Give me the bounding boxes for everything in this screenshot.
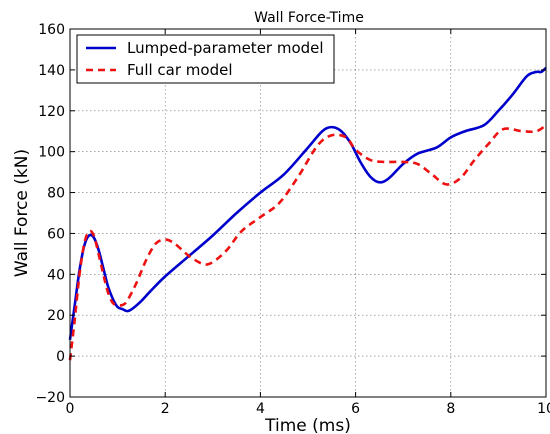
y-tick-label: 80 [47, 186, 65, 202]
x-tick-label: 2 [161, 401, 170, 417]
y-tick-label: 140 [38, 63, 65, 79]
plot-frame [69, 28, 547, 398]
y-axis-title: Wall Force (kN) [12, 149, 32, 277]
legend-label-full-car: Full car model [127, 61, 233, 79]
y-tick-label: 0 [56, 349, 65, 365]
series-line-full-car [68, 123, 547, 361]
y-tick-label: 60 [47, 226, 65, 242]
y-tick-label: 20 [47, 308, 65, 324]
legend-frame [76, 34, 335, 84]
chart-title: Wall Force-Time [254, 10, 364, 26]
x-tick-label: 10 [537, 401, 550, 417]
y-tick-label: 40 [47, 267, 65, 283]
x-tick-label: 4 [256, 401, 265, 417]
series-line-lumped [68, 66, 547, 340]
grid-lines [70, 29, 546, 397]
series-lines [68, 66, 547, 361]
x-tick-label: 0 [66, 401, 75, 417]
x-tick-label: 6 [351, 401, 360, 417]
y-tick-label: 160 [38, 22, 65, 38]
legend: Lumped-parameter model Full car model [76, 34, 335, 84]
x-axis-title: Time (ms) [264, 416, 351, 434]
y-tick-label: 100 [38, 145, 65, 161]
legend-label-lumped: Lumped-parameter model [127, 39, 324, 57]
x-tick-label: 8 [446, 401, 455, 417]
plot-background [70, 29, 546, 397]
y-tick-label: −20 [35, 390, 65, 406]
y-tick-label: 120 [38, 104, 65, 120]
